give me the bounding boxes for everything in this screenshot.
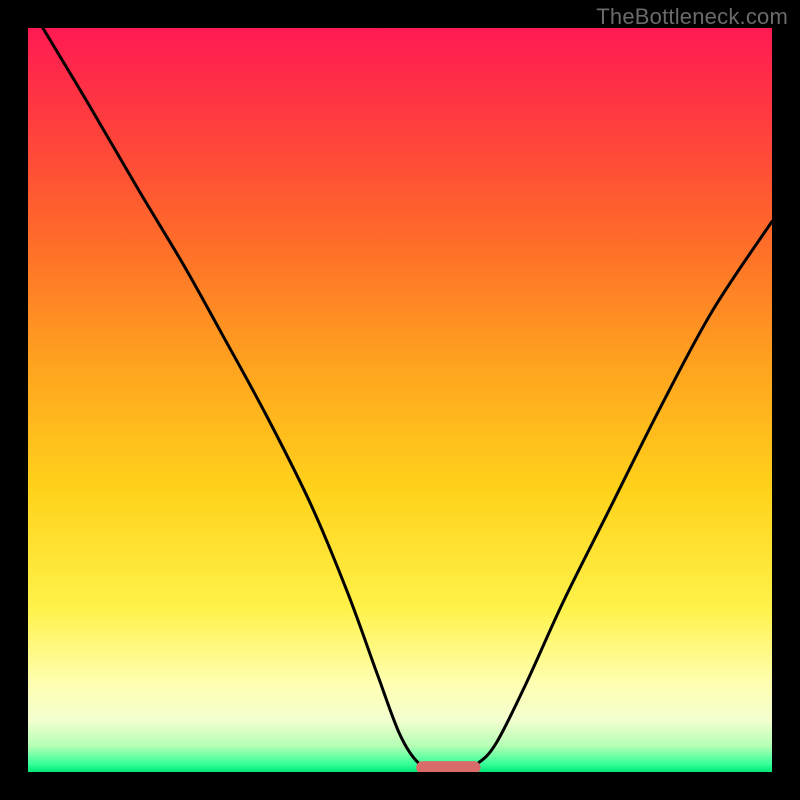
chart-container: TheBottleneck.com [0,0,800,800]
optimal-marker [417,762,480,774]
bottleneck-chart [0,0,800,800]
chart-background [28,28,772,772]
watermark-text: TheBottleneck.com [596,4,788,30]
